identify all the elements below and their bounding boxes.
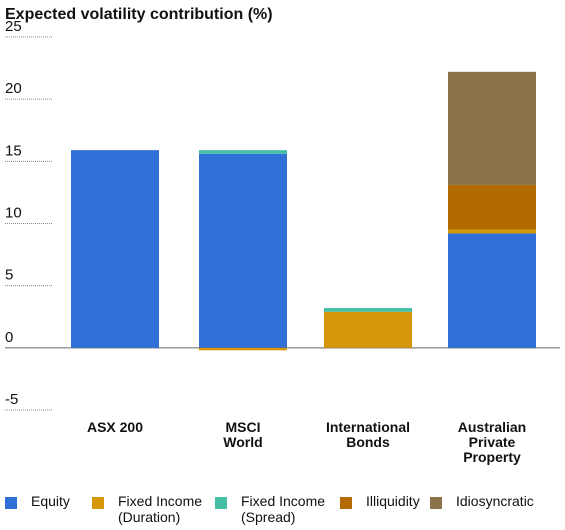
x-tick-label: International Bonds <box>326 419 410 450</box>
bar-segment <box>324 311 412 348</box>
bar-segment <box>324 308 412 312</box>
chart-svg: Expected volatility contribution (%) 252… <box>5 6 560 465</box>
legend-label: Idiosyncratic <box>456 493 534 509</box>
bar-segment <box>199 347 287 351</box>
bar-layer <box>71 71 536 351</box>
legend-swatch <box>340 497 352 509</box>
legend-item: Idiosyncratic <box>430 493 534 509</box>
label-layer: 25 20 15 10 5 0 -5 ASX 200 MSCI World Internationa… <box>5 18 526 465</box>
legend-label: Fixed Income (Spread) <box>241 493 326 525</box>
legend: Equity Fixed Income (Duration) Fixed Incom… <box>0 493 565 530</box>
y-tick-label: 15 <box>5 142 22 159</box>
y-tick-label: 25 <box>5 18 22 35</box>
legend-item: Fixed Income (Spread) <box>215 493 325 525</box>
x-tick-label: ASX 200 <box>87 419 143 435</box>
y-tick-label: 5 <box>5 267 13 284</box>
y-tick-label: 10 <box>5 205 22 222</box>
y-tick-label: 0 <box>5 329 13 346</box>
legend-item: Equity <box>5 493 70 509</box>
legend-swatch <box>430 497 442 509</box>
chart-title: Expected volatility contribution (%) <box>5 6 273 23</box>
bar-segment <box>199 150 287 154</box>
legend-item: Fixed Income (Duration) <box>92 493 202 525</box>
y-tick-label: -5 <box>5 391 18 408</box>
bar-segment <box>199 153 287 348</box>
legend-item: Illiquidity <box>340 493 420 509</box>
legend-label: Illiquidity <box>366 493 420 509</box>
bar-segment <box>448 184 536 230</box>
legend-swatch <box>5 497 17 509</box>
bar-segment <box>448 233 536 348</box>
legend-swatch <box>215 497 227 509</box>
x-tick-label: MSCI World <box>223 419 262 450</box>
bar-segment <box>448 71 536 185</box>
legend-label: Fixed Income (Duration) <box>118 493 203 525</box>
y-tick-label: 20 <box>5 80 22 97</box>
bar-segment <box>71 150 159 348</box>
legend-label: Equity <box>31 493 70 509</box>
legend-swatch <box>92 497 104 509</box>
x-tick-label: Australian Private Property <box>458 419 526 465</box>
bar-segment <box>448 229 536 234</box>
